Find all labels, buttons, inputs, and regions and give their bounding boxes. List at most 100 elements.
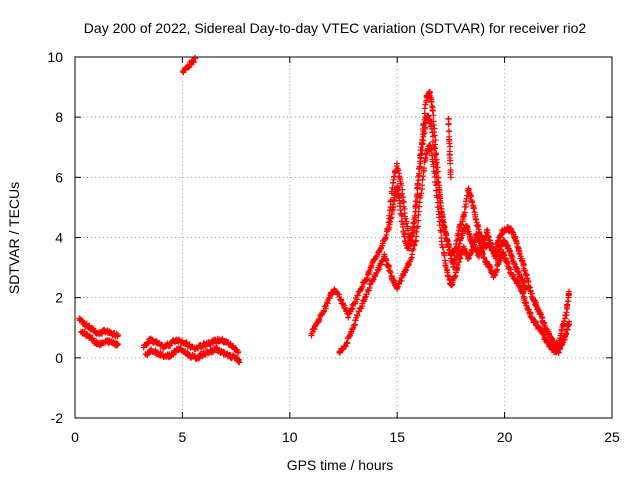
data-point: [412, 198, 419, 205]
data-point: [566, 288, 573, 295]
data-point: [236, 359, 243, 366]
data-point: [402, 215, 409, 222]
data-point: [386, 207, 393, 214]
data-point: [396, 197, 403, 204]
grid: [75, 57, 612, 418]
data-point: [366, 267, 373, 274]
data-point: [423, 150, 430, 157]
data-point: [336, 349, 343, 356]
data-point: [388, 188, 395, 195]
data-point: [429, 129, 436, 136]
data-point: [465, 255, 472, 262]
data-point: [445, 243, 452, 250]
x-tick-label: 5: [179, 429, 187, 445]
data-point: [533, 303, 540, 310]
y-axis-label: SDTVAR / TECUs: [6, 182, 22, 294]
data-point: [439, 218, 446, 225]
y-tick-label: 0: [55, 350, 63, 366]
data-point: [399, 198, 406, 205]
data-point: [445, 121, 452, 128]
data-point: [235, 348, 242, 355]
x-tick-label: 15: [389, 429, 405, 445]
y-tick-label: 2: [55, 290, 63, 306]
data-point: [477, 248, 484, 255]
data-point: [420, 131, 427, 138]
data-point: [493, 267, 500, 274]
data-point: [434, 204, 441, 211]
data-point: [523, 285, 530, 292]
data-point: [453, 252, 460, 259]
chart-title: Day 200 of 2022, Sidereal Day-to-day VTE…: [84, 20, 587, 36]
data-point: [431, 152, 438, 159]
data-point: [410, 246, 417, 253]
data-point: [354, 312, 361, 319]
data-point: [350, 322, 357, 329]
data-point: [515, 247, 522, 254]
data-marks: [76, 54, 573, 366]
axis-ticks: [74, 56, 613, 419]
data-point: [428, 103, 435, 110]
data-point: [481, 254, 488, 261]
x-tick-label: 0: [71, 429, 79, 445]
series-3: [385, 112, 530, 293]
data-point: [470, 205, 477, 212]
series-1: [76, 54, 573, 356]
data-point: [428, 148, 435, 155]
data-point: [416, 172, 423, 179]
data-point: [405, 230, 412, 237]
data-point: [433, 187, 440, 194]
data-point: [495, 237, 502, 244]
data-point: [429, 138, 436, 145]
data-point: [387, 269, 394, 276]
data-point: [114, 332, 121, 339]
y-tick-label: 10: [47, 49, 63, 65]
x-tick-label: 20: [497, 429, 513, 445]
data-point: [441, 252, 448, 259]
data-point: [342, 343, 349, 350]
data-point: [415, 217, 422, 224]
data-point: [79, 317, 86, 324]
x-tick-label: 25: [604, 429, 620, 445]
data-point: [562, 330, 569, 337]
data-point: [445, 128, 452, 135]
data-point: [398, 190, 405, 197]
data-point: [364, 274, 371, 281]
data-point: [472, 216, 479, 223]
data-point: [566, 318, 573, 325]
data-point: [195, 345, 202, 352]
data-point: [461, 209, 468, 216]
data-point: [408, 233, 415, 240]
data-point: [363, 291, 370, 298]
data-point: [450, 263, 457, 270]
data-point: [195, 355, 202, 362]
data-point: [456, 258, 463, 265]
data-point: [476, 238, 483, 245]
data-point: [429, 133, 436, 140]
data-point: [548, 334, 555, 341]
data-point: [226, 351, 233, 358]
data-point: [397, 207, 404, 214]
data-point: [316, 315, 323, 322]
data-point: [447, 174, 454, 181]
data-point: [475, 238, 482, 245]
data-point: [430, 144, 437, 151]
y-tick-label: 8: [55, 109, 63, 125]
y-tick-label: 6: [55, 169, 63, 185]
data-point: [418, 190, 425, 197]
data-point: [367, 265, 374, 272]
data-point: [519, 290, 526, 297]
data-point: [398, 182, 405, 189]
data-point: [402, 267, 409, 274]
data-point: [114, 341, 121, 348]
data-point: [516, 250, 523, 257]
data-point: [509, 254, 516, 261]
data-point: [439, 244, 446, 251]
data-point: [563, 330, 570, 337]
data-point: [468, 199, 475, 206]
data-point: [190, 58, 197, 65]
data-point: [419, 182, 426, 189]
data-point: [522, 271, 529, 278]
data-point: [407, 239, 414, 246]
data-point: [431, 145, 438, 152]
